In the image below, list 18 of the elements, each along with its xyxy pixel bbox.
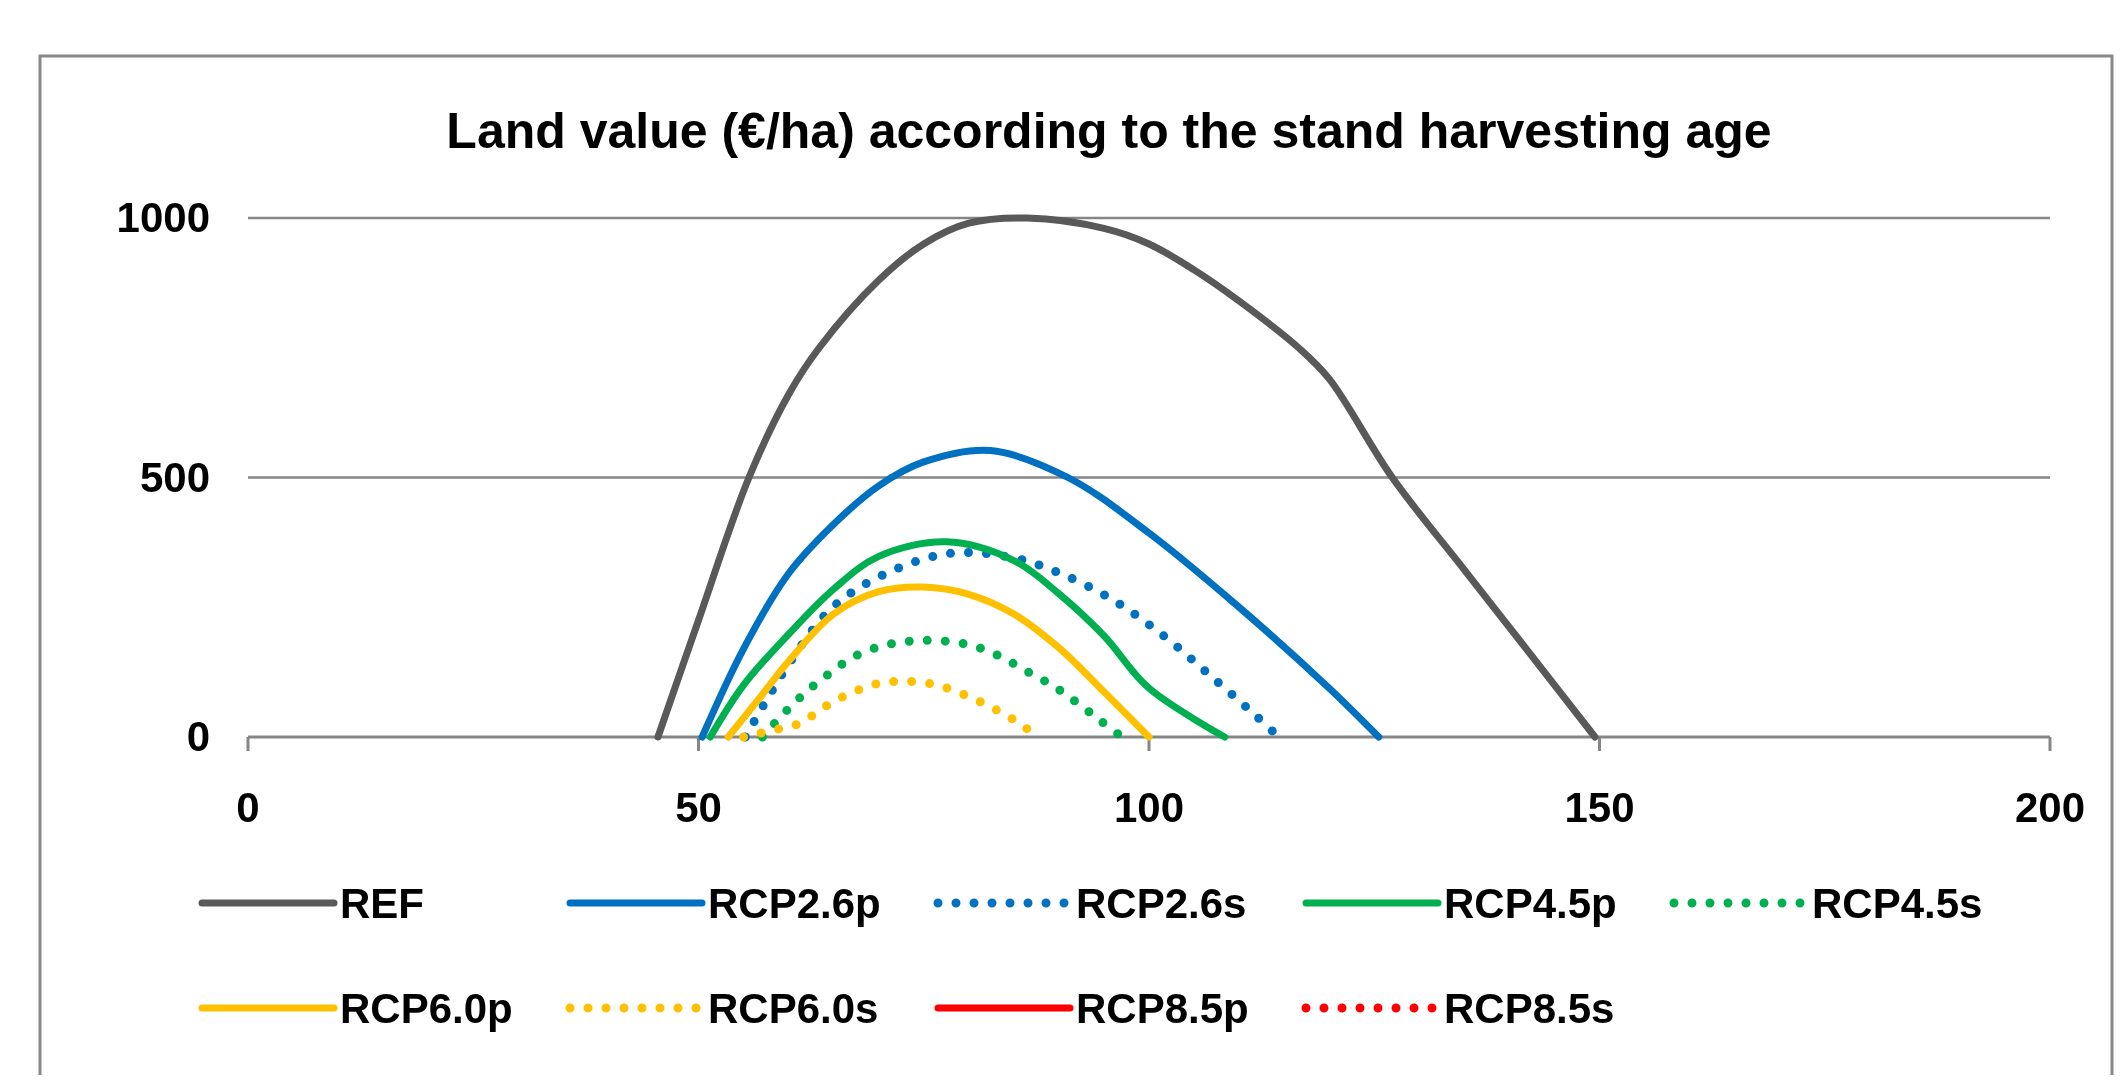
x-tick-label: 100 xyxy=(1113,784,1185,831)
y-tick-label: 0 xyxy=(186,713,210,760)
legend-label: RCP2.6p xyxy=(708,880,881,927)
legend-label: RCP8.5s xyxy=(1444,985,1615,1032)
y-tick-label: 500 xyxy=(139,453,210,501)
x-tick-label: 200 xyxy=(2014,784,2086,831)
legend-label: RCP4.5s xyxy=(1812,880,1983,927)
x-tick-label: 150 xyxy=(1564,784,1635,831)
y-tick-label: 1000 xyxy=(116,194,210,241)
legend-label: RCP6.0s xyxy=(708,985,879,1032)
chart-title: Land value (€/ha) according to the stand harvesting age xyxy=(446,103,1772,159)
x-tick-label: 0 xyxy=(236,784,260,831)
legend-label: RCP8.5p xyxy=(1076,985,1249,1032)
legend-label: RCP2.6s xyxy=(1076,880,1247,927)
legend-label: RCP6.0p xyxy=(340,985,513,1032)
x-tick-label: 50 xyxy=(675,784,722,831)
legend-label: RCP4.5p xyxy=(1444,880,1617,927)
legend-label: REF xyxy=(340,880,424,927)
